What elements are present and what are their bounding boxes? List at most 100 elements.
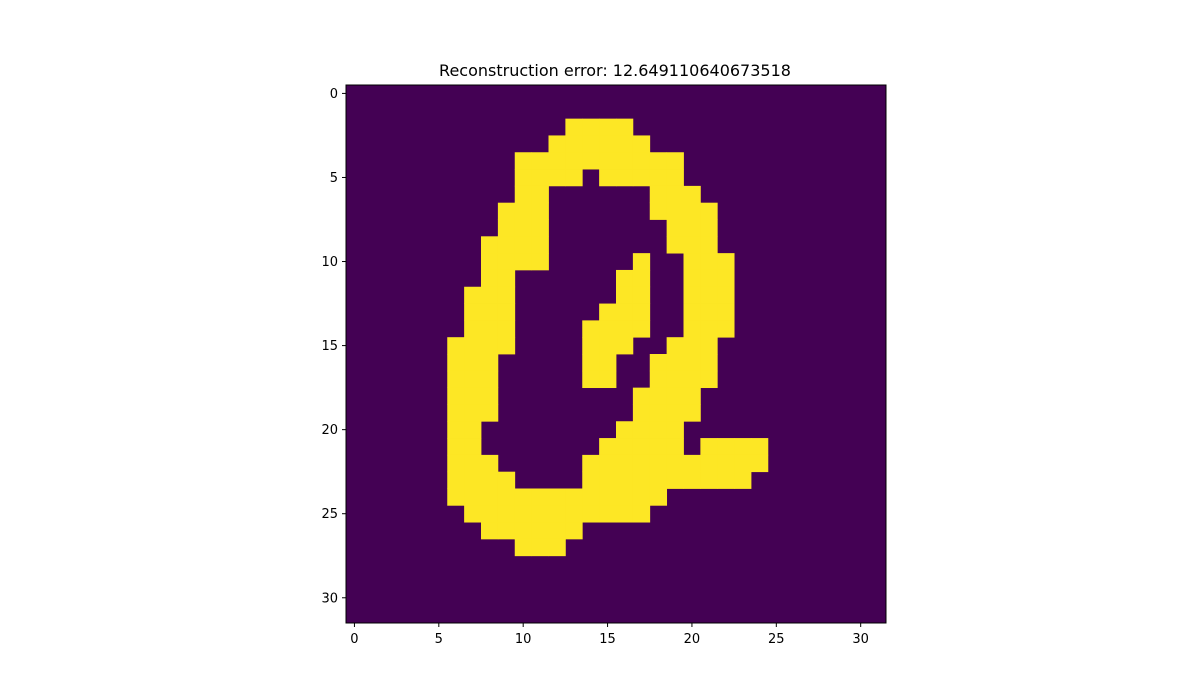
heatmap-cell [497,253,516,271]
heatmap-cell [548,169,566,187]
heatmap-cell [548,488,566,506]
heatmap-cell [632,286,651,304]
heatmap-cell [700,253,718,271]
heatmap-cell [481,354,499,372]
heatmap-cell [548,505,566,523]
heatmap-cell [514,219,533,237]
heatmap-cell [632,454,651,473]
heatmap-cell [683,404,701,422]
heatmap-cell [497,488,516,506]
heatmap-cell [447,370,465,389]
heatmap-cell [700,354,718,372]
heatmap-cell [599,303,617,321]
heatmap-cell [632,303,651,321]
heatmap-cell [632,438,651,456]
heatmap-cell [582,505,600,523]
heatmap-cell [447,404,465,422]
heatmap-cell [700,286,718,304]
heatmap-cell [649,370,668,389]
heatmap-cell [632,253,651,271]
heatmap-cell [599,354,617,372]
heatmap-cell [717,471,735,489]
heatmap-cell [599,320,617,338]
heatmap-cell [464,421,482,439]
heatmap-cell [464,471,482,489]
heatmap-cell [683,269,701,288]
heatmap-cell [666,152,684,170]
heatmap-cell [464,505,482,523]
heatmap-cell [700,337,718,355]
heatmap-cell [531,538,549,557]
heatmap-cell [649,454,668,473]
heatmap-cell [481,454,499,473]
heatmap-cell [497,320,516,338]
heatmap-cell [632,404,651,422]
heatmap-cell [666,370,684,389]
x-tick-label: 20 [684,632,701,647]
heatmap-cell [666,219,684,237]
heatmap-cell [717,320,735,338]
heatmap-cell [632,135,651,153]
heatmap-cell [497,286,516,304]
heatmap-cell [632,421,651,439]
heatmap-cell [616,320,634,338]
heatmap-cell [683,253,701,271]
heatmap-cell [751,438,769,456]
heatmap-cell [616,135,634,153]
heatmap-cell [649,202,668,220]
heatmap-cell [683,286,701,304]
heatmap-cell [666,337,684,355]
heatmap-cell [531,185,549,204]
heatmap-cell [599,471,617,489]
heatmap-cell [700,454,718,473]
heatmap-cell [464,320,482,338]
heatmap-cell [514,505,533,523]
heatmap-cell [616,286,634,304]
heatmap-cell [447,337,465,355]
heatmap-cell [616,471,634,489]
heatmap-cell [616,505,634,523]
heatmap-cell [666,421,684,439]
heatmap-cell [464,438,482,456]
heatmap-cell [632,387,651,405]
heatmap-cell [649,404,668,422]
heatmap-cell [548,152,566,170]
y-tick-label: 30 [321,591,338,606]
heatmap-cell [514,152,533,170]
heatmap-cell [481,269,499,288]
y-tick-label: 0 [330,87,338,102]
heatmap-cell [531,202,549,220]
heatmap-cell [666,236,684,254]
heatmap-cell [531,488,549,506]
heatmap-cell [481,370,499,389]
x-tick-label: 10 [515,632,532,647]
heatmap-cell [582,135,600,153]
y-tick-label: 10 [321,255,338,270]
chart-title: Reconstruction error: 12.649110640673518 [439,61,791,80]
heatmap-cell [683,202,701,220]
heatmap-cell [481,505,499,523]
heatmap-cell [531,169,549,187]
heatmap-cell [599,118,617,136]
heatmap-cell [649,438,668,456]
heatmap-cell [464,387,482,405]
heatmap-cell [497,303,516,321]
heatmap-cell [599,337,617,355]
heatmap-cell [481,303,499,321]
heatmap-cell [464,454,482,473]
heatmap-cell [717,438,735,456]
heatmap-cell [582,118,600,136]
heatmap-cell [599,488,617,506]
heatmap-cell [599,438,617,456]
y-tick-label: 25 [321,507,338,522]
heatmap-cell [700,303,718,321]
heatmap-cell [700,438,718,456]
heatmap-cell [464,337,482,355]
heatmap-cell [582,152,600,170]
heatmap-cell [632,152,651,170]
heatmap-cell [717,253,735,271]
heatmap-cell [700,236,718,254]
heatmap-cell [464,286,482,304]
heatmap-cell [447,454,465,473]
